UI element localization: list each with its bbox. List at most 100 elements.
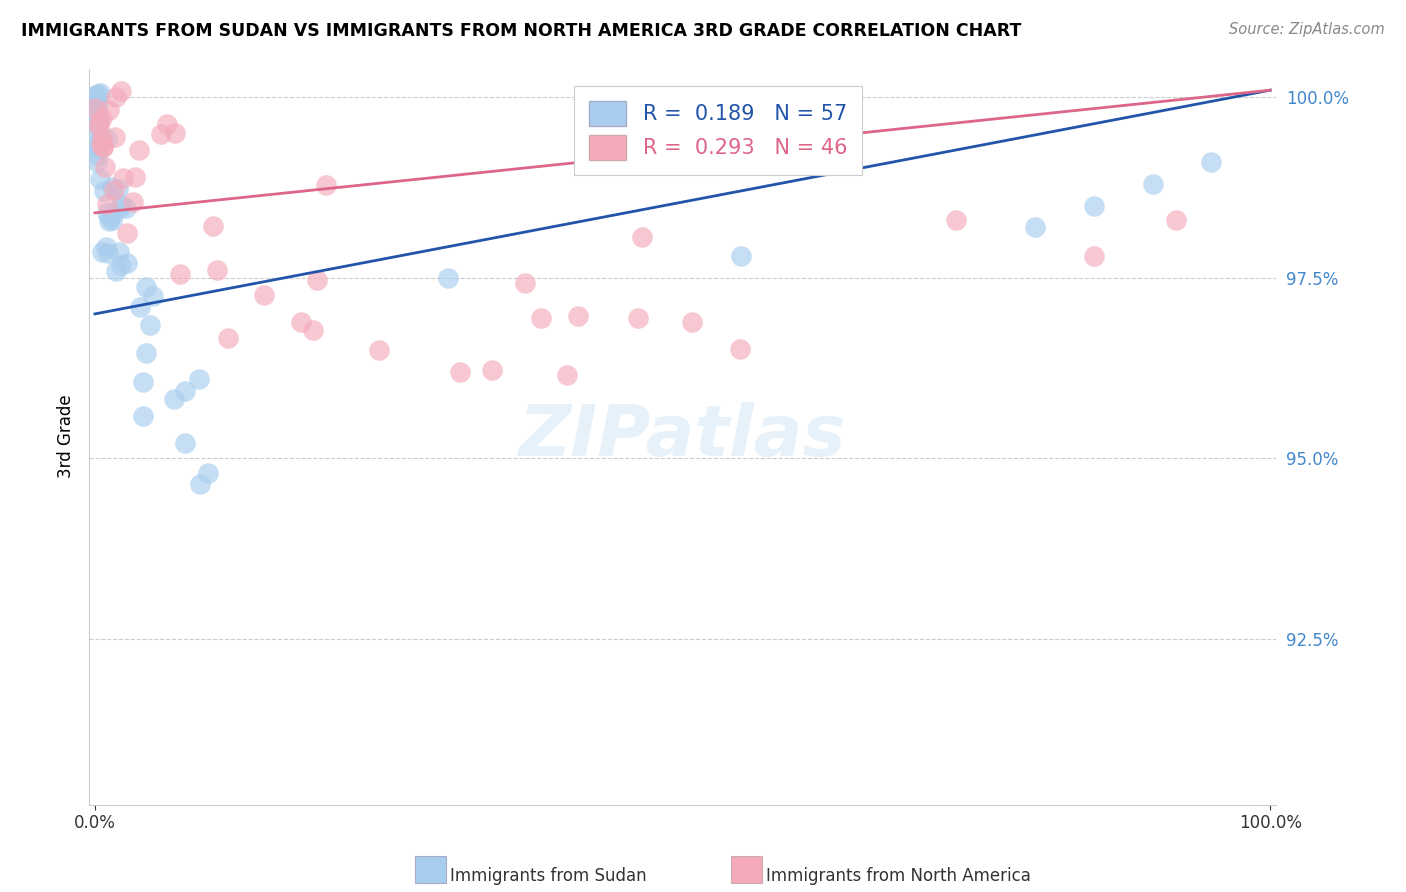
Point [100, 179, 122, 194]
Point [104, 130, 127, 145]
Point [307, 273, 329, 287]
Point [108, 245, 131, 260]
Point [87, 112, 110, 127]
Point [169, 267, 191, 281]
Point [86, 155, 108, 169]
Point [1201, 155, 1223, 169]
Point [449, 365, 471, 379]
Point [217, 330, 239, 344]
Point [91, 245, 114, 260]
Point [86, 97, 108, 112]
Point [97, 214, 120, 228]
Point [86, 148, 108, 162]
Point [945, 213, 967, 227]
Point [115, 226, 138, 240]
Point [105, 264, 128, 278]
Point [86, 100, 108, 114]
Point [631, 229, 654, 244]
Point [730, 249, 752, 263]
Point [84, 98, 107, 112]
Point [135, 279, 157, 293]
Point [681, 315, 703, 329]
Point [97, 103, 120, 117]
Point [150, 127, 173, 141]
Point [131, 409, 153, 424]
Point [129, 300, 152, 314]
Point [301, 323, 323, 337]
Point [96, 240, 118, 254]
Point [205, 263, 228, 277]
Point [515, 277, 537, 291]
Point [315, 178, 337, 192]
Text: Immigrants from North America: Immigrants from North America [766, 867, 1031, 885]
Point [86, 117, 108, 131]
Point [110, 84, 132, 98]
Point [188, 477, 211, 491]
Point [481, 363, 503, 377]
Point [1083, 249, 1105, 263]
Point [84, 111, 107, 125]
Point [112, 170, 135, 185]
Point [253, 287, 276, 301]
Point [1024, 220, 1046, 235]
Y-axis label: 3rd Grade: 3rd Grade [58, 395, 75, 478]
Point [86, 104, 108, 119]
Point [122, 194, 145, 209]
Point [96, 131, 118, 145]
Point [98, 210, 121, 224]
Point [132, 376, 155, 390]
Point [87, 87, 110, 102]
Text: Source: ZipAtlas.com: Source: ZipAtlas.com [1229, 22, 1385, 37]
Point [290, 315, 312, 329]
Point [84, 88, 107, 103]
Point [163, 392, 186, 407]
Point [128, 143, 150, 157]
Point [627, 310, 650, 325]
Point [201, 219, 224, 234]
Point [87, 116, 110, 130]
Point [91, 140, 114, 154]
Point [557, 368, 579, 382]
Point [436, 270, 458, 285]
Point [93, 184, 115, 198]
Point [108, 202, 131, 216]
Point [1166, 213, 1188, 227]
Point [101, 213, 124, 227]
Point [173, 384, 195, 398]
Text: IMMIGRANTS FROM SUDAN VS IMMIGRANTS FROM NORTH AMERICA 3RD GRADE CORRELATION CHA: IMMIGRANTS FROM SUDAN VS IMMIGRANTS FROM… [21, 22, 1022, 40]
Point [91, 139, 114, 153]
Point [110, 198, 132, 212]
Point [156, 117, 179, 131]
Point [103, 183, 125, 197]
Point [89, 172, 111, 186]
Point [97, 246, 120, 260]
Point [96, 197, 118, 211]
Point [728, 342, 751, 356]
Point [135, 346, 157, 360]
Point [139, 318, 162, 332]
Point [94, 161, 117, 175]
Point [84, 101, 107, 115]
Point [115, 201, 138, 215]
Point [84, 116, 107, 130]
Point [90, 132, 112, 146]
Point [174, 435, 197, 450]
Point [124, 169, 146, 184]
Point [530, 310, 553, 325]
Point [110, 258, 132, 272]
Point [1142, 177, 1164, 191]
Point [105, 90, 128, 104]
Point [107, 182, 129, 196]
Point [84, 111, 107, 125]
Point [117, 256, 139, 270]
Point [90, 137, 112, 152]
Point [1083, 199, 1105, 213]
Point [89, 87, 111, 101]
Text: Immigrants from Sudan: Immigrants from Sudan [450, 867, 647, 885]
Point [89, 133, 111, 147]
Point [368, 343, 391, 358]
Point [84, 121, 107, 136]
Point [197, 466, 219, 480]
Text: ZIPatlas: ZIPatlas [519, 402, 846, 471]
Legend: R =  0.189   N = 57, R =  0.293   N = 46: R = 0.189 N = 57, R = 0.293 N = 46 [574, 87, 862, 175]
